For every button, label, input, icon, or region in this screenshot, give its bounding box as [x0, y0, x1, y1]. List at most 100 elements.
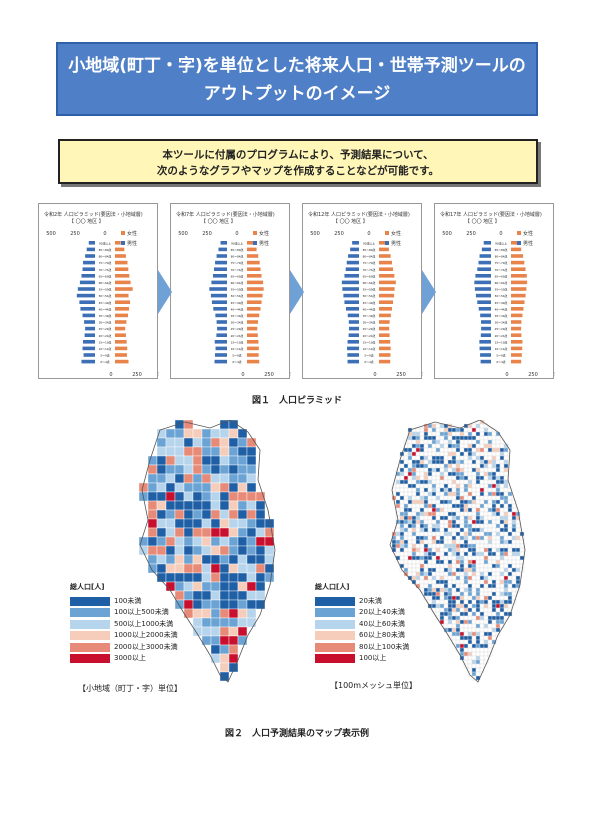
- map-cell: [435, 511, 441, 517]
- map-cell: [423, 547, 429, 553]
- map-cell: [431, 543, 437, 549]
- map-cell: [487, 639, 493, 645]
- map-cell: [471, 607, 477, 613]
- map-cell: [407, 555, 413, 561]
- map-cell: [455, 511, 461, 517]
- legend-swatch: [121, 241, 125, 245]
- map-cell: [439, 519, 445, 525]
- map-cell: [511, 531, 517, 537]
- map-cell: [471, 511, 477, 517]
- map-cell: [451, 483, 457, 489]
- map-cell: [475, 511, 481, 517]
- map-cell: [210, 599, 221, 610]
- map-cell: [431, 579, 437, 585]
- map-cell: [459, 539, 465, 545]
- map-cell: [439, 483, 445, 489]
- map-cell: [423, 475, 429, 481]
- map-cell: [451, 615, 457, 621]
- map-cell: [463, 519, 469, 525]
- map-cell: [435, 471, 441, 477]
- age-label: 15～19歳: [99, 340, 112, 344]
- map-cell: [423, 495, 429, 501]
- map-cell: [499, 443, 505, 449]
- map-cell: [451, 431, 457, 437]
- map-cell: [423, 431, 429, 437]
- map-cell: [219, 662, 230, 673]
- map-cell: [255, 599, 266, 610]
- male-bar: [220, 241, 227, 245]
- map-cell: [479, 655, 485, 661]
- map-cell: [411, 451, 417, 457]
- map-cell: [447, 487, 453, 493]
- map-cell: [427, 547, 433, 553]
- map-cell: [467, 591, 473, 597]
- map-cell: [423, 451, 429, 457]
- map-cell: [503, 483, 509, 489]
- map-cell: [479, 527, 485, 533]
- pyramid-plot: 500250002505000～4歳5～9歳10～14歳15～19歳20～24歳…: [46, 231, 159, 378]
- map-cell: [515, 547, 521, 553]
- map-cell: [475, 631, 481, 637]
- map-cell: [439, 571, 445, 577]
- male-bar: [344, 274, 359, 278]
- map-cell: [499, 587, 505, 593]
- tick-label: 250: [466, 231, 476, 237]
- figure-2-caption: 図２ 人口予測結果のマップ表示例: [224, 729, 369, 739]
- map-cell: [210, 536, 221, 547]
- map-cell: [479, 547, 485, 553]
- map-cell: [435, 495, 441, 501]
- map-cell: [459, 431, 465, 437]
- map-cell: [467, 475, 473, 481]
- map-cell: [467, 471, 473, 477]
- map-cell: [423, 459, 429, 465]
- map-cell: [463, 615, 469, 621]
- map-cell: [483, 655, 489, 661]
- map-cell: [210, 608, 221, 619]
- map-cell: [443, 547, 449, 553]
- map-cell: [156, 455, 167, 466]
- map-cell: [156, 491, 167, 502]
- map-cell: [210, 653, 221, 664]
- map-cell: [487, 599, 493, 605]
- map-cell: [451, 439, 457, 445]
- map-cell: [183, 536, 194, 547]
- map-cell: [459, 471, 465, 477]
- map-cell: [403, 507, 409, 513]
- map-cell: [483, 531, 489, 537]
- map-cell: [463, 539, 469, 545]
- map-cell: [487, 615, 493, 621]
- map-cell: [459, 543, 465, 549]
- map-cell: [219, 554, 230, 565]
- map-cell: [459, 603, 465, 609]
- map-cell: [156, 464, 167, 475]
- map-cell: [201, 599, 212, 610]
- map-cell: [439, 491, 445, 497]
- map-cell: [411, 543, 417, 549]
- map-cell: [475, 579, 481, 585]
- map-cell: [503, 595, 509, 601]
- map-cell: [475, 519, 481, 525]
- map-cell: [435, 439, 441, 445]
- map-cell: [471, 559, 477, 565]
- map-cell: [411, 479, 417, 485]
- map-cell: [479, 603, 485, 609]
- map-cell: [431, 555, 437, 561]
- map-cell: [427, 439, 433, 445]
- map-cell: [495, 615, 501, 621]
- map-cell: [411, 555, 417, 561]
- map-cell: [491, 531, 497, 537]
- map-cell: [447, 623, 453, 629]
- age-label: 45～49歳: [363, 301, 376, 305]
- map-cell: [237, 473, 248, 484]
- age-label: 0～4歳: [496, 360, 505, 364]
- map-cell: [435, 427, 441, 433]
- female-bar: [379, 353, 391, 357]
- map-cell: [451, 467, 457, 473]
- map-outline: [139, 420, 276, 683]
- map-cell: [423, 579, 429, 585]
- map-cell: [451, 631, 457, 637]
- map-cell: [165, 563, 176, 574]
- map-cell: [459, 607, 465, 613]
- map-cell: [487, 439, 493, 445]
- legend-row: 80以上100未満: [315, 642, 409, 654]
